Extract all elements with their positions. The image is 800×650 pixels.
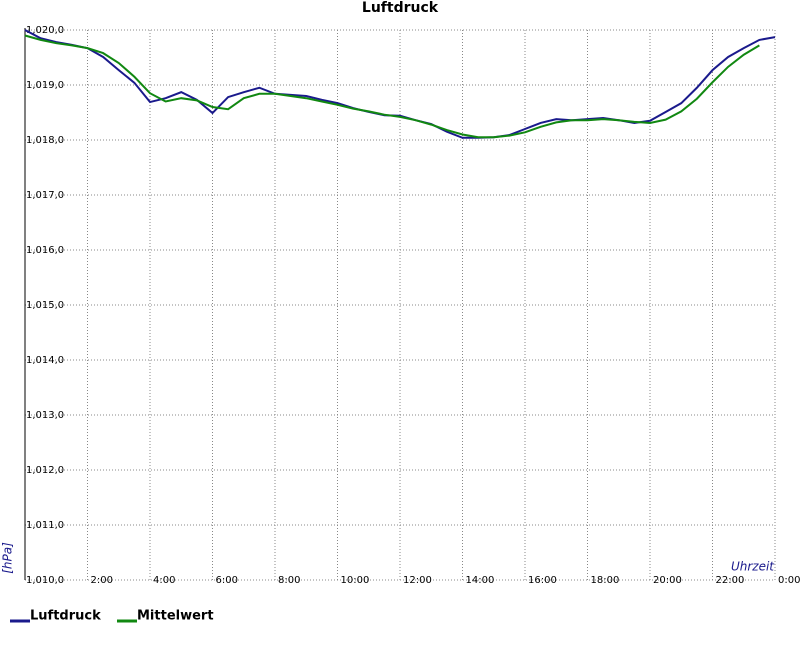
y-axis-label: [hPa] [1, 542, 15, 574]
y-tick-label: 1,015,0 [26, 300, 64, 311]
y-tick-label: 1,018,0 [26, 135, 64, 146]
x-tick-label: 6:00 [216, 575, 238, 586]
x-tick-label: 10:00 [341, 575, 370, 586]
x-tick-label: 8:00 [278, 575, 300, 586]
y-tick-label: 1,017,0 [26, 190, 64, 201]
line-series [24, 29, 776, 139]
x-tick-label: 18:00 [591, 575, 620, 586]
x-tick-label: 12:00 [403, 575, 432, 586]
x-tick-label: 20:00 [653, 575, 682, 586]
line-series [24, 34, 760, 139]
legend-label: Luftdruck [30, 609, 101, 624]
y-tick-label: 1,019,0 [26, 80, 64, 91]
y-tick-label: 1,010,0 [26, 575, 64, 586]
y-tick-label: 1,020,0 [26, 25, 64, 36]
legend-label: Mittelwert [137, 609, 214, 624]
x-tick-label: 0:00 [778, 575, 800, 586]
x-tick-label: 2:00 [91, 575, 113, 586]
x-tick-label: 16:00 [528, 575, 557, 586]
y-tick-label: 1,014,0 [26, 355, 64, 366]
x-tick-label: 22:00 [716, 575, 745, 586]
x-axis-label: Uhrzeit [731, 560, 775, 574]
y-tick-label: 1,013,0 [26, 410, 64, 421]
y-tick-label: 1,011,0 [26, 520, 64, 531]
y-tick-label: 1,012,0 [26, 465, 64, 476]
y-tick-label: 1,016,0 [26, 245, 64, 256]
x-tick-label: 4:00 [153, 575, 175, 586]
chart-title: Luftdruck [362, 0, 439, 16]
x-tick-label: 14:00 [466, 575, 495, 586]
